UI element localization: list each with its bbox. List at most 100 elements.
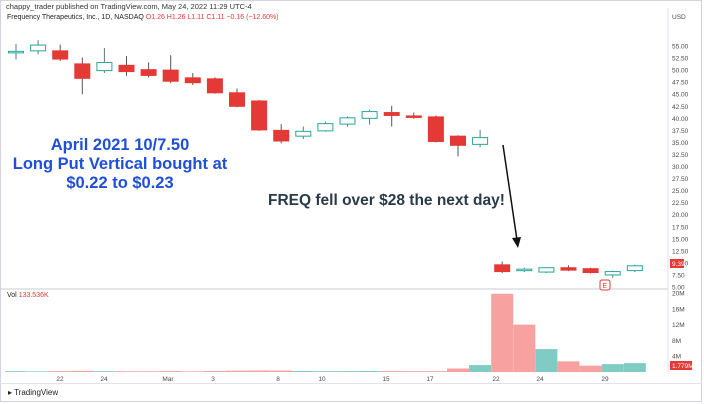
candle-body-down bbox=[560, 267, 577, 271]
symbol-legend: Frequency Therapeutics, Inc., 1D, NASDAQ… bbox=[7, 14, 279, 21]
candle bbox=[604, 270, 621, 278]
time-tick-label: 29 bbox=[601, 376, 609, 383]
price-tick-label: 30.00 bbox=[672, 164, 689, 171]
volume-bar bbox=[535, 349, 558, 372]
earnings-marker[interactable]: E bbox=[599, 279, 611, 291]
candle-body-up bbox=[538, 267, 555, 273]
volume-bar bbox=[137, 371, 160, 372]
time-tick-label: 24 bbox=[100, 376, 108, 383]
candle-body-up bbox=[295, 130, 312, 137]
candle-body-up bbox=[339, 117, 356, 125]
candle bbox=[538, 267, 555, 274]
volume-bar bbox=[5, 371, 27, 372]
candle bbox=[74, 57, 91, 95]
price-tick-label: 52.50 bbox=[672, 56, 689, 63]
candle-body-up bbox=[472, 137, 489, 145]
price-tick-label: 47.50 bbox=[672, 80, 689, 87]
volume-axis: 20M 16M 12M 8M 4M bbox=[672, 291, 685, 361]
volume-bar bbox=[314, 371, 337, 372]
candle bbox=[450, 135, 466, 157]
candle-body-up bbox=[626, 265, 643, 272]
candle-body-down bbox=[383, 112, 400, 116]
volume-bar bbox=[402, 371, 425, 372]
volume-bar bbox=[557, 361, 580, 372]
candles bbox=[8, 40, 643, 278]
candle-body-down bbox=[184, 77, 201, 84]
tradingview-brand[interactable]: ▸ TradingView bbox=[8, 388, 58, 397]
arrow-line bbox=[502, 144, 518, 241]
price-tick-label: 25.00 bbox=[672, 188, 689, 195]
candle-body-up bbox=[317, 123, 334, 132]
candle bbox=[427, 115, 444, 143]
candle-body-down bbox=[582, 268, 599, 274]
volume-bar bbox=[491, 293, 514, 372]
price-tick-label: 12.50 bbox=[672, 248, 689, 255]
volume-bar bbox=[115, 371, 138, 372]
volume-bar bbox=[93, 371, 116, 372]
tradingview-logo-icon: ▸ bbox=[8, 388, 13, 397]
time-tick-label: 8 bbox=[276, 376, 280, 383]
candle bbox=[582, 267, 599, 274]
candle bbox=[472, 129, 489, 148]
volume-badge: 1.779M bbox=[670, 361, 694, 370]
candle bbox=[184, 73, 201, 86]
price-tick-label: 35.00 bbox=[672, 140, 689, 147]
candle-body-down bbox=[494, 264, 511, 273]
strategy-line-2: Long Put Vertical bought at bbox=[12, 155, 228, 173]
price-axis: 55.00 52.50 50.00 47.50 45.00 42.50 40.00 37.50… bbox=[672, 44, 689, 292]
candle bbox=[626, 264, 643, 273]
candle-body-down bbox=[118, 64, 135, 73]
volume-bar bbox=[49, 371, 72, 372]
price-tick-label: 7.50 bbox=[672, 272, 685, 279]
volume-bar bbox=[513, 324, 536, 372]
last-volume-label: 1.779M bbox=[672, 363, 694, 370]
candle bbox=[140, 62, 157, 78]
candle-body-down bbox=[405, 115, 422, 118]
candle bbox=[273, 124, 290, 144]
footer-bar: ▸ TradingView bbox=[0, 383, 702, 403]
last-volume-badge bbox=[670, 361, 692, 370]
candle-body-down bbox=[162, 69, 179, 82]
candle bbox=[560, 265, 577, 272]
candle bbox=[118, 56, 135, 76]
price-tick-label: 17.50 bbox=[672, 224, 689, 231]
time-tick-label: 22 bbox=[492, 376, 500, 383]
price-badge: 9.39 bbox=[670, 259, 685, 268]
volume-value: 133.536K bbox=[18, 292, 49, 299]
volume-legend: Vol 133.536K bbox=[7, 292, 49, 299]
candle bbox=[295, 126, 312, 140]
volume-bar bbox=[424, 371, 447, 372]
time-tick-label: 15 bbox=[382, 376, 390, 383]
candle-body-down bbox=[74, 63, 91, 79]
currency-label: USD bbox=[672, 14, 686, 21]
time-axis: 22 24 Mar 3 8 10 15 17 22 24 29 bbox=[56, 376, 609, 383]
volume-bar bbox=[292, 370, 315, 372]
time-tick-label: 3 bbox=[211, 376, 215, 383]
earnings-label: E bbox=[603, 283, 608, 290]
candle-body-down bbox=[251, 100, 268, 131]
symbol-info: Frequency Therapeutics, Inc., 1D, NASDAQ bbox=[7, 14, 144, 21]
time-tick-label: 24 bbox=[536, 376, 544, 383]
strategy-annotation: April 2021 10/7.50 Long Put Vertical bou… bbox=[10, 136, 230, 193]
candle bbox=[361, 109, 378, 125]
strategy-line-3: $0.22 to $0.23 bbox=[66, 174, 174, 192]
time-tick-label: 22 bbox=[56, 376, 64, 383]
volume-bar bbox=[358, 370, 381, 372]
candle bbox=[162, 55, 179, 84]
candle bbox=[383, 105, 400, 127]
candle-body-up bbox=[604, 271, 621, 276]
earnings-icon[interactable] bbox=[599, 279, 611, 291]
volume-tick-label: 16M bbox=[672, 306, 685, 313]
candle bbox=[229, 88, 245, 108]
price-tick-label: 27.50 bbox=[672, 176, 689, 183]
drop-callout: FREQ fell over $28 the next day! bbox=[268, 192, 505, 209]
strategy-line-1: April 2021 10/7.50 bbox=[50, 136, 190, 154]
candle-body-down bbox=[52, 50, 69, 60]
volume-tick-label: 20M bbox=[672, 291, 685, 298]
price-tick-label: 32.50 bbox=[672, 152, 689, 159]
candle-body-up bbox=[96, 61, 113, 72]
candle-body-down bbox=[206, 78, 223, 94]
price-tick-label: 20.00 bbox=[672, 212, 689, 219]
